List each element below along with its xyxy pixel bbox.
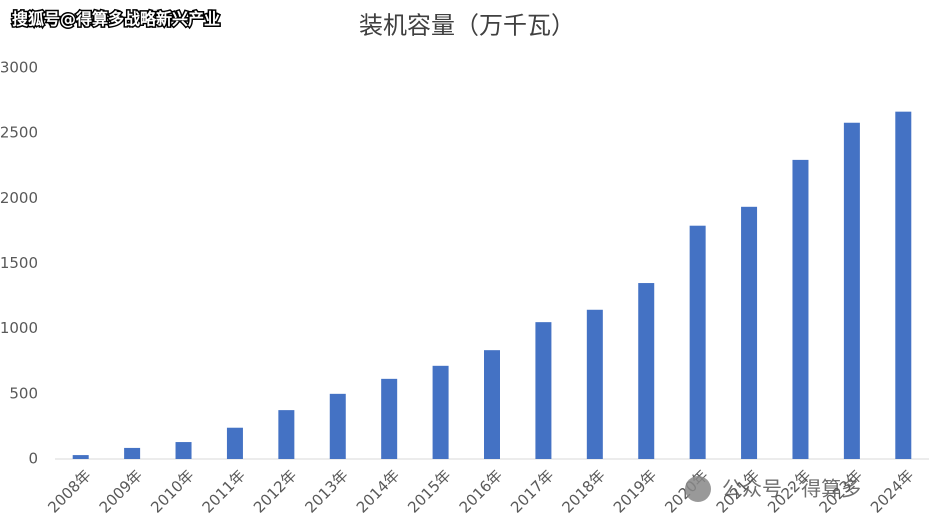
x-tick-label: 2011年 — [199, 466, 249, 516]
bar — [843, 122, 860, 460]
bar — [72, 455, 89, 459]
bar — [638, 283, 655, 459]
bar — [535, 322, 552, 459]
x-tick-label: 2013年 — [301, 466, 351, 516]
bar — [278, 410, 295, 459]
bar — [895, 111, 912, 459]
x-tick-label: 2009年 — [96, 466, 146, 516]
bar — [741, 206, 758, 459]
y-tick-label: 2500 — [0, 124, 38, 142]
badge-icon — [685, 476, 711, 502]
y-tick-label: 500 — [9, 384, 38, 402]
y-tick-label: 2000 — [0, 189, 38, 207]
chart-title: 装机容量（万千瓦） — [359, 12, 575, 40]
badge: 公众号 · 得算多 — [722, 477, 861, 501]
bar — [381, 378, 398, 459]
bar — [432, 365, 449, 459]
y-tick-label: 3000 — [0, 59, 38, 77]
watermark: 搜狐号@得算多战略新兴产业 — [12, 10, 220, 29]
x-tick-label: 2010年 — [147, 466, 197, 516]
bar — [329, 393, 346, 459]
x-tick-label: 2012年 — [250, 466, 300, 516]
x-tick-label: 2014年 — [353, 466, 403, 516]
y-tick-label: 0 — [28, 450, 38, 468]
x-tick-label: 2008年 — [44, 466, 94, 516]
bar — [124, 447, 141, 459]
bar — [175, 442, 192, 459]
x-tick-label: 2016年 — [456, 466, 506, 516]
badge-group: 公众号 · 得算多 — [685, 476, 861, 502]
x-tick-label: 2017年 — [507, 466, 557, 516]
x-tick-label: 2015年 — [404, 466, 454, 516]
bar — [792, 159, 809, 459]
x-tick-label: 2018年 — [558, 466, 608, 516]
y-tick-label: 1000 — [0, 319, 38, 337]
y-tick-label: 1500 — [0, 254, 38, 272]
bar — [586, 309, 603, 459]
bar — [689, 225, 706, 459]
bar — [484, 350, 500, 459]
x-tick-label: 2019年 — [610, 466, 660, 516]
x-tick-label: 2024年 — [867, 466, 917, 516]
bar — [226, 427, 243, 459]
